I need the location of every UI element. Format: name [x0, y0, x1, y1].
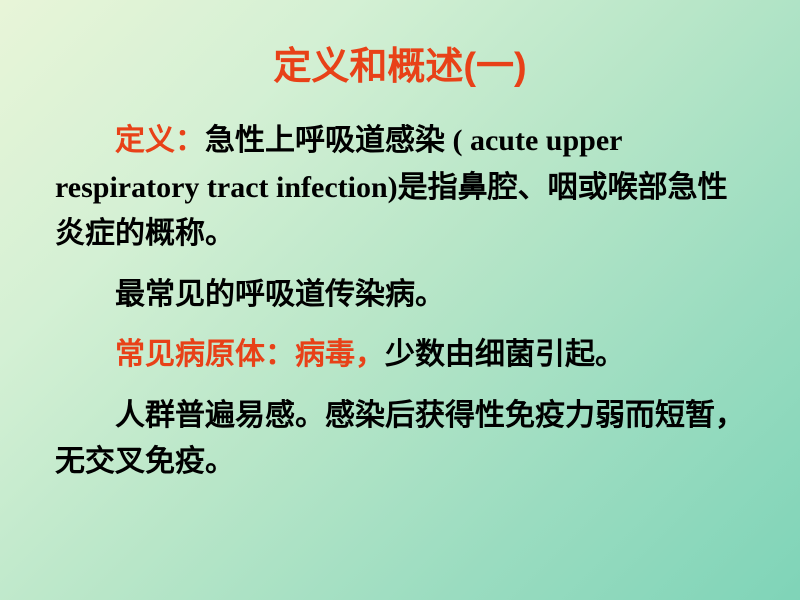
paragraph: 定义：急性上呼吸道感染 ( acute upper respiratory tr…: [55, 118, 745, 258]
paragraph: 人群普遍易感。感染后获得性免疫力弱而短暂，无交叉免疫。: [55, 393, 745, 486]
body-text: 少数由细菌引起。: [385, 338, 625, 371]
body-text: 最常见的呼吸道传染病。: [115, 278, 445, 311]
paragraph: 最常见的呼吸道传染病。: [55, 272, 745, 319]
slide-title: 定义和概述(一): [55, 35, 745, 90]
paragraph: 常见病原体：病毒，少数由细菌引起。: [55, 332, 745, 379]
slide-body: 定义：急性上呼吸道感染 ( acute upper respiratory tr…: [55, 118, 745, 486]
accent-text: 定义：: [115, 124, 205, 157]
slide-container: 定义和概述(一) 定义：急性上呼吸道感染 ( acute upper respi…: [0, 0, 800, 600]
body-text: 人群普遍易感。感染后获得性免疫力弱而短暂，无交叉免疫。: [55, 399, 745, 479]
accent-text: 常见病原体：病毒，: [115, 338, 385, 371]
